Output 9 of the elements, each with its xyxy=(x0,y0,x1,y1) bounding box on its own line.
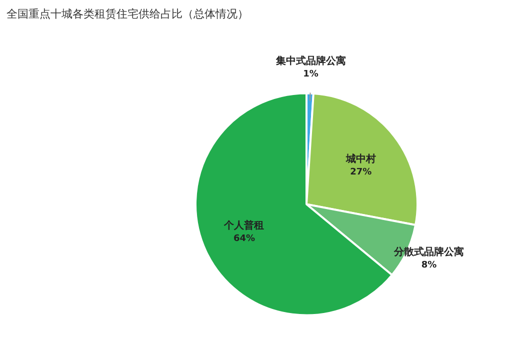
data-label: 8% xyxy=(421,260,437,270)
data-label: 64% xyxy=(233,234,256,244)
slice-label: 城中村 xyxy=(344,152,376,165)
data-label: 1% xyxy=(303,70,318,80)
data-label: 27% xyxy=(350,167,372,178)
slice-label: 分散式品牌公寓 xyxy=(393,246,464,258)
slice-label: 个人普租 xyxy=(223,219,264,232)
chart-title: 全国重点十城各类租赁住宅供给占比（总体情况） xyxy=(6,8,248,20)
slice-label: 集中式品牌公寓 xyxy=(274,54,346,67)
